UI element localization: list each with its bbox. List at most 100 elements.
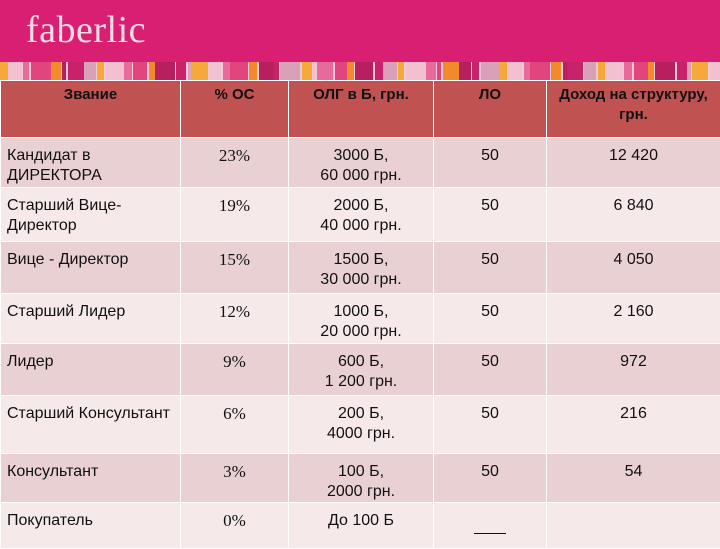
- olg-uah-text: 20 000 грн.: [289, 322, 433, 342]
- income-cell: 2 160: [547, 294, 720, 344]
- olg-points-text: 1000 Б,: [289, 302, 433, 322]
- income-cell: 972: [547, 344, 720, 396]
- income-cell: 216: [547, 396, 720, 454]
- table-row: Вице - Директор 15% 1500 Б,30 000 грн. 50 4 …: [1, 242, 720, 294]
- lo-cell: 50: [434, 294, 547, 344]
- table-row: Старший Лидер 12% 1000 Б,20 000 грн. 50 2 16…: [1, 294, 720, 344]
- olg-points-text: 3000 Б,: [289, 146, 433, 166]
- pct-cell: 12%: [181, 294, 289, 344]
- lo-text: 50: [481, 251, 499, 268]
- pct-cell: 23%: [181, 138, 289, 188]
- olg-points-text: 100 Б,: [289, 462, 433, 482]
- pct-text: 3%: [223, 462, 246, 481]
- pct-cell: 6%: [181, 396, 289, 454]
- lo-text: 50: [481, 197, 499, 214]
- rank-text: Лидер: [7, 353, 54, 370]
- income-text: 216: [620, 405, 647, 422]
- ranks-table: Звание % ОС ОЛГ в Б, грн. ЛО Доход на ст…: [0, 80, 720, 549]
- olg-cell: 1000 Б,20 000 грн.: [289, 294, 434, 344]
- olg-cell: 3000 Б,60 000 грн.: [289, 138, 434, 188]
- olg-points-text: 2000 Б,: [289, 196, 433, 216]
- lo-cell: 50: [434, 188, 547, 242]
- income-text: 972: [620, 353, 647, 370]
- lo-text: 50: [481, 405, 499, 422]
- rank-text: Вице - Директор: [7, 251, 128, 268]
- olg-cell: 200 Б,4000 грн.: [289, 396, 434, 454]
- pct-text: 15%: [219, 250, 250, 269]
- lo-cell: 50: [434, 454, 547, 503]
- table-row: Лидер 9% 600 Б,1 200 грн. 50 972: [1, 344, 720, 396]
- olg-uah-text: 4000 грн.: [289, 424, 433, 444]
- column-header-olg: ОЛГ в Б, грн.: [289, 81, 434, 138]
- rank-text: Консультант: [7, 463, 98, 480]
- lo-text: 50: [481, 303, 499, 320]
- olg-points-text: 1500 Б,: [289, 250, 433, 270]
- table-row: Кандидат в ДИРЕКТОРА 23% 3000 Б,60 000 грн…: [1, 138, 720, 188]
- lo-cell: 50: [434, 138, 547, 188]
- rank-cell: Старший Лидер: [1, 294, 181, 344]
- income-cell: 54: [547, 454, 720, 503]
- pct-cell: 0%: [181, 503, 289, 549]
- rank-text: Покупатель: [7, 512, 93, 529]
- pct-cell: 9%: [181, 344, 289, 396]
- income-text: 54: [625, 463, 643, 480]
- income-text: 12 420: [609, 147, 658, 164]
- olg-uah-text: 1 200 грн.: [289, 372, 433, 392]
- table-row: Старший Консультант 6% 200 Б,4000 грн. 50 21…: [1, 396, 720, 454]
- pct-text: 19%: [219, 196, 250, 215]
- lo-cell: 50: [434, 344, 547, 396]
- lo-cell: 50: [434, 396, 547, 454]
- pct-cell: 3%: [181, 454, 289, 503]
- lo-text: 50: [481, 353, 499, 370]
- income-text: 2 160: [613, 303, 653, 320]
- faberlic-logo: faberlic: [26, 8, 146, 52]
- olg-cell: 2000 Б,40 000 грн.: [289, 188, 434, 242]
- olg-points-text: 600 Б,: [289, 352, 433, 372]
- income-text: 6 840: [613, 197, 653, 214]
- pct-text: 23%: [219, 146, 250, 165]
- olg-cell: 600 Б,1 200 грн.: [289, 344, 434, 396]
- table-row: Консультант 3% 100 Б,2000 грн. 50 54: [1, 454, 720, 503]
- olg-uah-text: 30 000 грн.: [289, 270, 433, 290]
- rank-text: Старший Вице-Директор: [7, 197, 121, 234]
- pct-cell: 19%: [181, 188, 289, 242]
- lo-text: 50: [481, 147, 499, 164]
- rank-cell: Старший Вице-Директор: [1, 188, 181, 242]
- olg-cell: 1500 Б,30 000 грн.: [289, 242, 434, 294]
- income-cell: [547, 503, 720, 549]
- rank-cell: Лидер: [1, 344, 181, 396]
- pct-text: 12%: [219, 302, 250, 321]
- olg-uah-text: 40 000 грн.: [289, 216, 433, 236]
- rank-text: Кандидат в ДИРЕКТОРА: [7, 147, 102, 184]
- rank-cell: Старший Консультант: [1, 396, 181, 454]
- table-row: Старший Вице-Директор 19% 2000 Б,40 000 гр…: [1, 188, 720, 242]
- header-banner: faberlic: [0, 0, 720, 62]
- column-header-pct: % ОС: [181, 81, 289, 138]
- rank-text: Старший Консультант: [7, 405, 170, 422]
- rank-cell: Консультант: [1, 454, 181, 503]
- pct-text: 9%: [223, 352, 246, 371]
- olg-cell: До 100 Б: [289, 503, 434, 549]
- table-row: Покупатель 0% До 100 Б: [1, 503, 720, 549]
- table-header-row: Звание % ОС ОЛГ в Б, грн. ЛО Доход на ст…: [1, 81, 720, 138]
- olg-cell: 100 Б,2000 грн.: [289, 454, 434, 503]
- income-text: 4 050: [613, 251, 653, 268]
- pct-cell: 15%: [181, 242, 289, 294]
- lo-text: 50: [481, 463, 499, 480]
- olg-points-text: До 100 Б: [289, 511, 433, 531]
- olg-uah-text: 2000 грн.: [289, 482, 433, 502]
- column-header-rank: Звание: [1, 81, 181, 138]
- rank-text: Старший Лидер: [7, 303, 125, 320]
- pct-text: 0%: [223, 511, 246, 530]
- column-header-income: Доход на структуру, грн.: [547, 81, 720, 138]
- lo-dash: [474, 517, 506, 534]
- rank-cell: Вице - Директор: [1, 242, 181, 294]
- income-cell: 4 050: [547, 242, 720, 294]
- rank-cell: Покупатель: [1, 503, 181, 549]
- lo-cell: 50: [434, 242, 547, 294]
- income-cell: 12 420: [547, 138, 720, 188]
- income-cell: 6 840: [547, 188, 720, 242]
- olg-uah-text: 60 000 грн.: [289, 166, 433, 186]
- pct-text: 6%: [223, 404, 246, 423]
- lo-cell: [434, 503, 547, 549]
